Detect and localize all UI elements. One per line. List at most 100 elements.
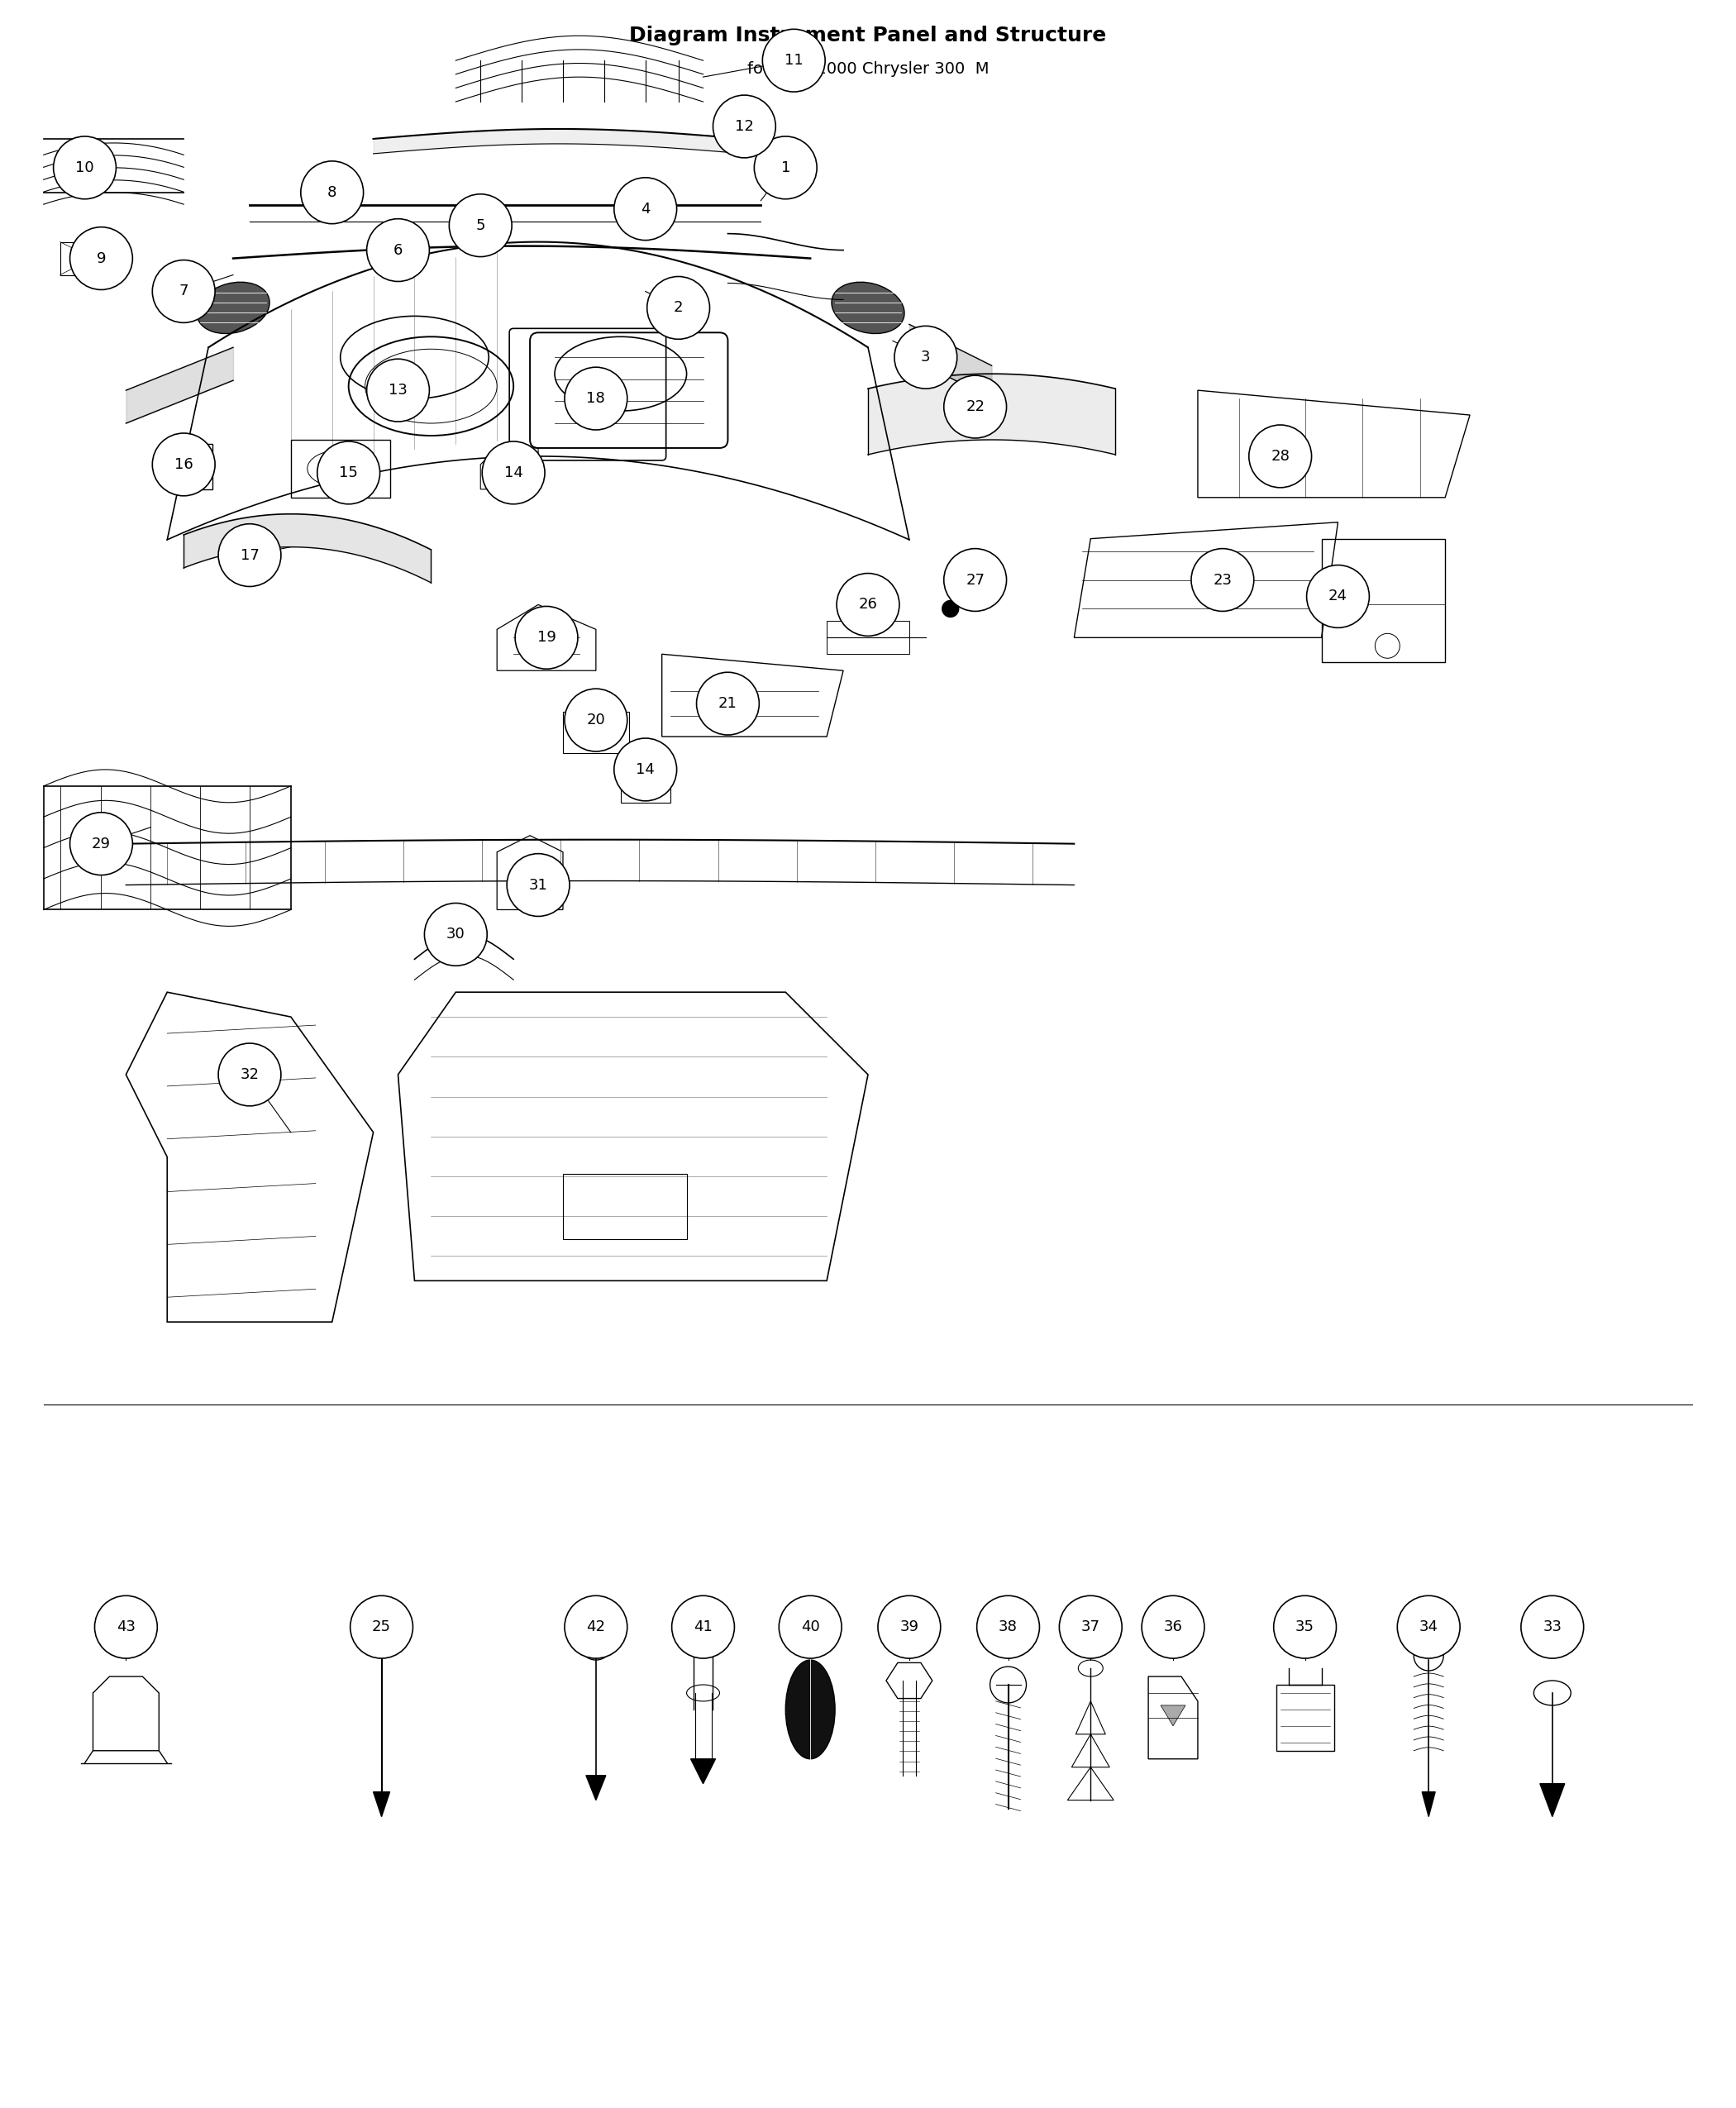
Text: 22: 22 — [965, 398, 984, 415]
Text: 30: 30 — [446, 928, 465, 942]
Polygon shape — [587, 1775, 606, 1800]
Circle shape — [1248, 426, 1312, 487]
Text: 38: 38 — [998, 1619, 1017, 1634]
Text: 31: 31 — [529, 877, 547, 892]
Circle shape — [219, 525, 281, 586]
Circle shape — [424, 902, 488, 965]
Circle shape — [153, 432, 215, 495]
Circle shape — [153, 259, 215, 323]
Circle shape — [564, 689, 627, 750]
Text: 7: 7 — [179, 285, 189, 299]
Text: 26: 26 — [859, 597, 877, 611]
Text: 20: 20 — [587, 713, 606, 727]
Text: 12: 12 — [734, 118, 753, 135]
Text: 40: 40 — [800, 1619, 819, 1634]
Text: 34: 34 — [1418, 1619, 1437, 1634]
Circle shape — [564, 1596, 627, 1659]
Text: 35: 35 — [1295, 1619, 1314, 1634]
Circle shape — [894, 327, 957, 388]
Polygon shape — [1540, 1783, 1564, 1817]
Text: 28: 28 — [1271, 449, 1290, 464]
Circle shape — [1274, 1596, 1337, 1659]
Text: 23: 23 — [1213, 573, 1233, 588]
Text: 19: 19 — [536, 630, 556, 645]
Text: 36: 36 — [1163, 1619, 1182, 1634]
Bar — [621, 761, 670, 803]
Text: 14: 14 — [503, 466, 523, 481]
Circle shape — [318, 441, 380, 504]
Text: 14: 14 — [635, 763, 654, 778]
Circle shape — [1521, 1596, 1583, 1659]
Bar — [167, 445, 212, 489]
Circle shape — [672, 1596, 734, 1659]
Text: 25: 25 — [372, 1619, 391, 1634]
Bar — [562, 1174, 687, 1240]
Text: 2: 2 — [674, 301, 684, 316]
Circle shape — [483, 441, 545, 504]
Text: 42: 42 — [587, 1619, 606, 1634]
Circle shape — [507, 854, 569, 917]
Circle shape — [977, 1596, 1040, 1659]
Polygon shape — [691, 1758, 715, 1783]
Circle shape — [696, 672, 759, 736]
Circle shape — [713, 95, 776, 158]
Text: 5: 5 — [476, 217, 486, 232]
Bar — [826, 622, 910, 653]
Circle shape — [69, 812, 132, 875]
Circle shape — [615, 177, 677, 240]
Circle shape — [351, 1596, 413, 1659]
Text: 8: 8 — [328, 186, 337, 200]
Circle shape — [516, 607, 578, 668]
Text: 29: 29 — [92, 837, 111, 852]
Circle shape — [366, 358, 429, 422]
Polygon shape — [1161, 1705, 1186, 1726]
Text: 1: 1 — [781, 160, 790, 175]
Text: Diagram Instrument Panel and Structure: Diagram Instrument Panel and Structure — [630, 25, 1106, 46]
Circle shape — [944, 548, 1007, 611]
Text: 15: 15 — [339, 466, 358, 481]
Bar — [292, 441, 391, 497]
Text: 21: 21 — [719, 696, 738, 710]
Bar — [1276, 1684, 1333, 1750]
Circle shape — [762, 30, 825, 93]
Circle shape — [450, 194, 512, 257]
Circle shape — [944, 375, 1007, 438]
Text: 39: 39 — [899, 1619, 918, 1634]
Circle shape — [219, 1043, 281, 1107]
Text: 13: 13 — [389, 384, 408, 398]
Circle shape — [564, 367, 627, 430]
Circle shape — [878, 1596, 941, 1659]
Text: 32: 32 — [240, 1067, 259, 1081]
Text: 17: 17 — [240, 548, 259, 563]
Text: 18: 18 — [587, 392, 606, 407]
Text: 24: 24 — [1328, 588, 1347, 603]
Circle shape — [779, 1596, 842, 1659]
Circle shape — [95, 1596, 158, 1659]
Circle shape — [54, 137, 116, 198]
Text: 37: 37 — [1082, 1619, 1101, 1634]
Circle shape — [615, 738, 677, 801]
Text: 3: 3 — [922, 350, 930, 365]
Polygon shape — [373, 1792, 391, 1817]
Circle shape — [753, 137, 818, 198]
Text: 16: 16 — [174, 457, 193, 472]
Text: 11: 11 — [785, 53, 804, 67]
Text: 43: 43 — [116, 1619, 135, 1634]
Circle shape — [366, 219, 429, 282]
Circle shape — [69, 228, 132, 289]
Circle shape — [300, 160, 363, 223]
Text: 9: 9 — [97, 251, 106, 266]
Polygon shape — [1422, 1792, 1436, 1817]
Ellipse shape — [832, 282, 904, 333]
Circle shape — [648, 276, 710, 339]
Circle shape — [1397, 1596, 1460, 1659]
Text: 27: 27 — [965, 573, 984, 588]
Text: 33: 33 — [1543, 1619, 1562, 1634]
Circle shape — [943, 601, 958, 618]
Circle shape — [1307, 565, 1370, 628]
Text: for your 2000 Chrysler 300  M: for your 2000 Chrysler 300 M — [746, 61, 990, 76]
Circle shape — [837, 573, 899, 637]
Circle shape — [1142, 1596, 1205, 1659]
Text: 6: 6 — [394, 242, 403, 257]
Ellipse shape — [196, 282, 269, 333]
